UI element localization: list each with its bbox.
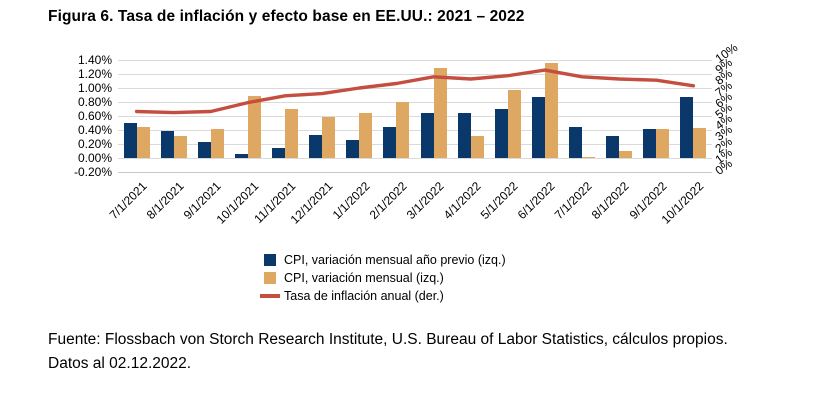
- bar-cpi-monthly: [136, 126, 150, 158]
- gridline: [118, 143, 712, 145]
- left-axis-tick-label: 0.00%: [77, 151, 112, 165]
- bar-cpi-prev-year: [123, 123, 137, 158]
- bar-cpi-prev-year: [569, 126, 583, 158]
- left-axis-tick-label: 0.40%: [77, 123, 112, 137]
- bar-cpi-prev-year: [160, 131, 174, 158]
- bar-cpi-prev-year: [309, 134, 323, 158]
- x-axis-tick-label: 5/1/2022: [477, 179, 521, 222]
- bar-cpi-prev-year: [272, 147, 286, 158]
- legend-square-swatch: [258, 254, 282, 266]
- legend-line-swatch: [258, 294, 282, 298]
- bar-cpi-monthly: [396, 102, 410, 158]
- bar-cpi-prev-year: [383, 127, 397, 158]
- bar-cpi-prev-year: [531, 97, 545, 158]
- left-axis-tick-label: -0.20%: [73, 165, 112, 179]
- legend-item: CPI, variación mensual año previo (izq.): [258, 251, 506, 269]
- x-axis-tick-label: 8/1/2021: [143, 179, 187, 222]
- gridline: [118, 101, 712, 103]
- bar-cpi-prev-year: [494, 109, 508, 158]
- bar-cpi-monthly: [433, 68, 447, 158]
- legend-item-label: CPI, variación mensual (izq.): [284, 271, 444, 285]
- x-axis-tick-label: 7/1/2022: [552, 179, 595, 222]
- source-note: Fuente: Flossbach von Storch Research In…: [48, 331, 728, 373]
- bar-cpi-monthly: [247, 96, 261, 158]
- gridline: [118, 87, 712, 89]
- annual-inflation-line: [134, 68, 696, 115]
- x-axis-tick-label: 3/1/2022: [403, 179, 447, 222]
- bar-cpi-prev-year: [680, 97, 694, 158]
- plot-area: [118, 59, 712, 173]
- gridline: [118, 73, 712, 75]
- left-axis-tick-label: 0.60%: [77, 109, 112, 123]
- chart-title: Figura 6. Tasa de inflación y efecto bas…: [48, 8, 525, 25]
- left-axis-tick-label: 1.40%: [77, 53, 112, 67]
- bar-cpi-monthly: [656, 129, 670, 158]
- gridline: [118, 171, 712, 173]
- line-marker-icon: [260, 294, 280, 298]
- bar-cpi-prev-year: [346, 139, 360, 158]
- x-axis-tick-label: 1/1/2022: [329, 179, 373, 222]
- bar-cpi-monthly: [285, 109, 299, 158]
- gridline: [118, 157, 712, 159]
- bar-cpi-prev-year: [197, 141, 211, 158]
- x-axis-tick-label: 6/1/2022: [514, 179, 558, 222]
- bar-cpi-monthly: [544, 62, 558, 158]
- bar-cpi-prev-year: [420, 113, 434, 158]
- x-axis-tick-label: 8/1/2022: [589, 179, 633, 222]
- left-axis-tick-label: 0.80%: [77, 95, 112, 109]
- bar-cpi-monthly: [582, 157, 596, 158]
- x-axis-tick-label: 4/1/2022: [440, 179, 484, 222]
- bar-cpi-prev-year: [606, 135, 620, 158]
- bar-cpi-monthly: [619, 151, 633, 158]
- square-marker-icon: [264, 272, 276, 284]
- left-axis-tick-label: 1.20%: [77, 67, 112, 81]
- gridline: [118, 115, 712, 117]
- left-axis-tick-label: 0.20%: [77, 137, 112, 151]
- legend: CPI, variación mensual año previo (izq.)…: [258, 251, 506, 305]
- x-axis-tick-label: 2/1/2022: [366, 179, 410, 222]
- legend-item: Tasa de inflación anual (der.): [258, 287, 506, 305]
- legend-item: CPI, variación mensual (izq.): [258, 269, 506, 287]
- bar-cpi-monthly: [693, 127, 707, 158]
- legend-square-swatch: [258, 272, 282, 284]
- bar-cpi-monthly: [359, 112, 373, 158]
- bar-cpi-monthly: [470, 136, 484, 158]
- gridline: [118, 129, 712, 131]
- left-axis-tick-label: 1.00%: [77, 81, 112, 95]
- bar-cpi-monthly: [210, 129, 224, 158]
- bar-cpi-monthly: [322, 117, 336, 158]
- bar-cpi-prev-year: [457, 113, 471, 158]
- legend-item-label: CPI, variación mensual año previo (izq.): [284, 253, 506, 267]
- bar-cpi-monthly: [173, 135, 187, 158]
- bar-cpi-monthly: [507, 90, 521, 158]
- legend-item-label: Tasa de inflación anual (der.): [284, 289, 444, 303]
- bar-cpi-prev-year: [643, 129, 657, 158]
- bar-cpi-prev-year: [234, 153, 248, 158]
- x-axis-tick-label: 7/1/2021: [106, 179, 150, 222]
- gridline: [118, 59, 712, 61]
- square-marker-icon: [264, 254, 276, 266]
